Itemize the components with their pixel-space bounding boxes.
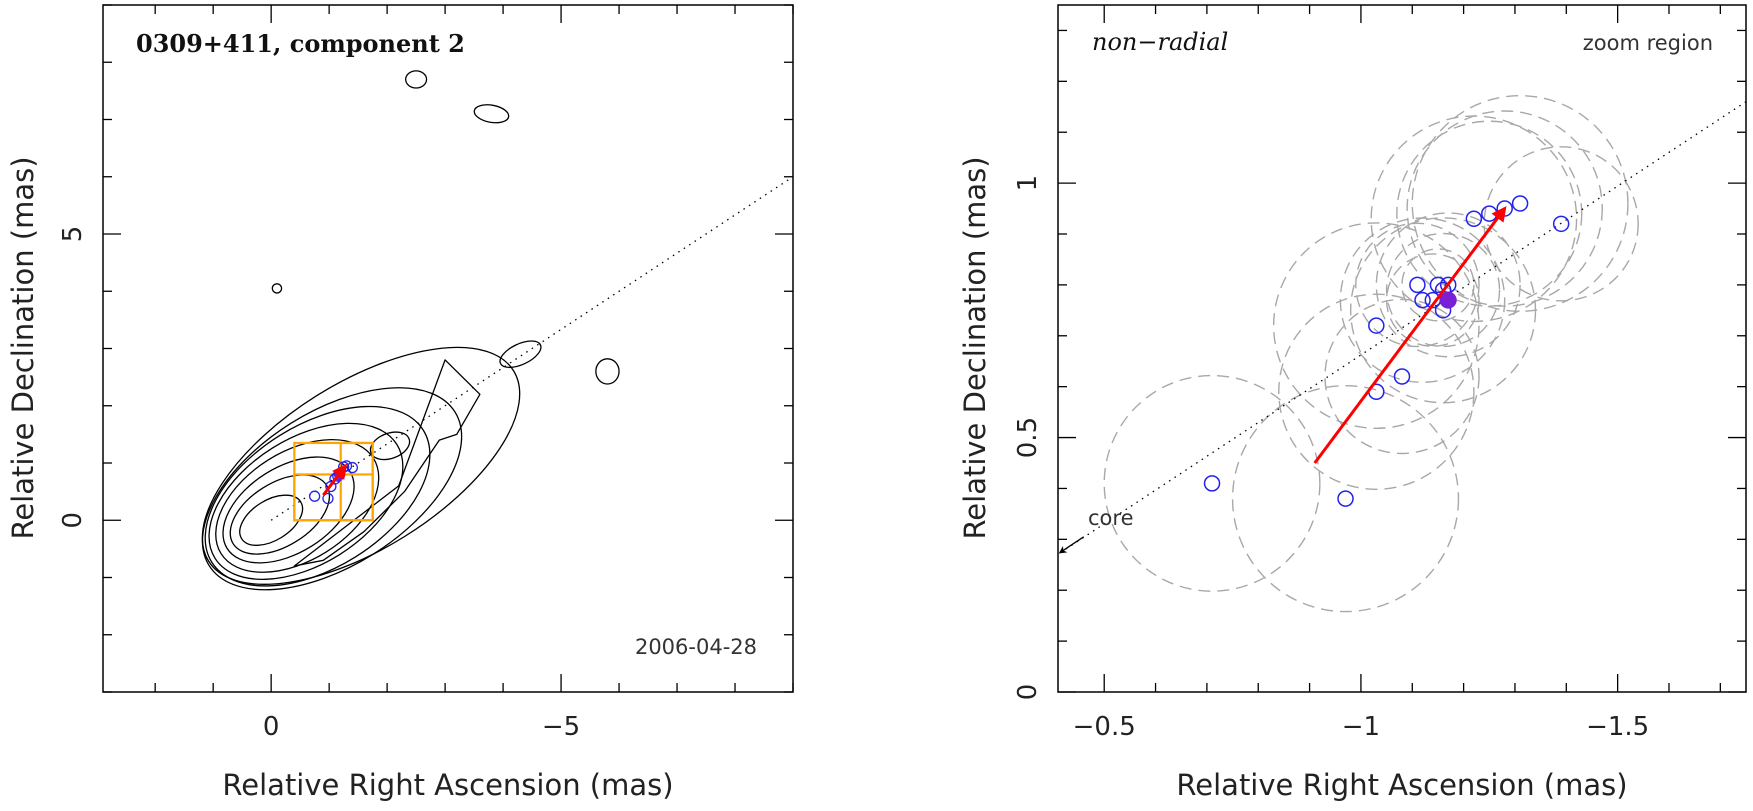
right-motion-vector — [1313, 206, 1507, 464]
left-contour — [204, 405, 431, 587]
right-y-tick-label: 1 — [1013, 175, 1043, 192]
left-contour — [208, 422, 404, 581]
right-core-direction-arrow — [1058, 536, 1085, 554]
left-contour — [239, 494, 304, 546]
left-contour — [405, 70, 428, 89]
left-position-marker — [308, 490, 321, 502]
right-uncertainty-circle — [1483, 146, 1639, 302]
right-uncertainty-circle — [1231, 384, 1460, 613]
right-x-axis-title: Relative Right Ascension (mas) — [1176, 768, 1627, 802]
left-x-tick-label: 0 — [263, 712, 280, 742]
left-plot-area — [201, 70, 793, 591]
right-uncertainty-circle — [1278, 293, 1475, 491]
left-chart-title: 0309+411, component 2 — [136, 29, 465, 58]
right-plot-frame — [1057, 4, 1747, 693]
right-position-marker — [1414, 291, 1431, 309]
right-x-tick-label: −1 — [1342, 712, 1380, 742]
right-position-marker — [1203, 475, 1221, 492]
right-position-marker — [1393, 368, 1411, 385]
right-mean-position — [1439, 291, 1457, 309]
left-date-label: 2006-04-28 — [635, 635, 757, 659]
left-contour — [215, 438, 380, 573]
right-x-tick-label: −1.5 — [1586, 712, 1649, 742]
right-uncertainty-circle — [1406, 110, 1603, 307]
left-position-marker — [346, 461, 358, 474]
right-uncertainty-circle — [1396, 120, 1583, 307]
left-contour — [595, 358, 620, 385]
left-zoom-box — [339, 441, 374, 522]
right-uncertainty-circle — [1375, 212, 1521, 358]
right-y-axis-title: Relative Declination (mas) — [958, 156, 992, 539]
left-y-tick-label: 0 — [58, 512, 88, 529]
left-motion-vector — [322, 463, 348, 496]
left-panel: 0 −5 0 5 0309+411, component 2 2006-04-28 R… — [6, 4, 794, 802]
left-plot-frame — [102, 4, 794, 693]
left-contour — [201, 387, 463, 591]
right-uncertainty-circle — [1324, 298, 1480, 455]
right-uncertainty-circle — [1272, 222, 1480, 429]
right-position-marker — [1552, 215, 1570, 233]
right-core-label: core — [1088, 506, 1134, 530]
left-contour — [271, 283, 283, 294]
right-y-tick-label: 0.5 — [1013, 417, 1043, 458]
left-x-tick-label: −5 — [542, 712, 580, 742]
right-uncertainty-circle — [1411, 94, 1629, 312]
right-x-tick-label: −0.5 — [1073, 712, 1136, 742]
left-contour — [499, 340, 542, 369]
right-position-marker — [1481, 205, 1498, 222]
right-uncertainty-circle — [1385, 232, 1501, 348]
left-contour — [473, 104, 510, 124]
left-contour — [369, 431, 411, 461]
right-chart-title: non−radial — [1092, 28, 1228, 56]
right-position-marker — [1368, 317, 1385, 334]
right-uncertainty-circle — [1385, 253, 1480, 348]
left-ticks: 0 −5 0 5 — [58, 4, 794, 742]
right-ticks: −0.5 −1 −1.5 0 0.5 1 — [1013, 5, 1746, 742]
left-y-axis-title: Relative Declination (mas) — [6, 156, 40, 539]
right-uncertainty-circle — [1103, 374, 1321, 592]
left-position-marker — [322, 492, 334, 505]
right-position-marker — [1511, 195, 1529, 212]
right-position-marker — [1409, 276, 1426, 294]
left-x-axis-title: Relative Right Ascension (mas) — [222, 768, 673, 802]
right-uncertainty-circle — [1401, 248, 1475, 322]
right-uncertainty-circle — [1355, 222, 1480, 348]
right-position-marker — [1429, 276, 1447, 294]
left-jet-axis-line — [270, 176, 793, 521]
right-region-label: zoom region — [1583, 31, 1713, 55]
right-panel: −0.5 −1 −1.5 0 0.5 1 non−radial zoom region c… — [958, 4, 1747, 802]
right-position-marker — [1465, 210, 1483, 227]
right-position-marker — [1337, 490, 1354, 507]
right-y-tick-label: 0 — [1013, 684, 1043, 701]
left-extended-contour — [293, 359, 481, 567]
right-plot-area — [1058, 94, 1746, 613]
right-jet-axis-line — [1061, 101, 1746, 553]
left-y-tick-label: 5 — [58, 226, 88, 243]
left-contour — [201, 346, 521, 585]
